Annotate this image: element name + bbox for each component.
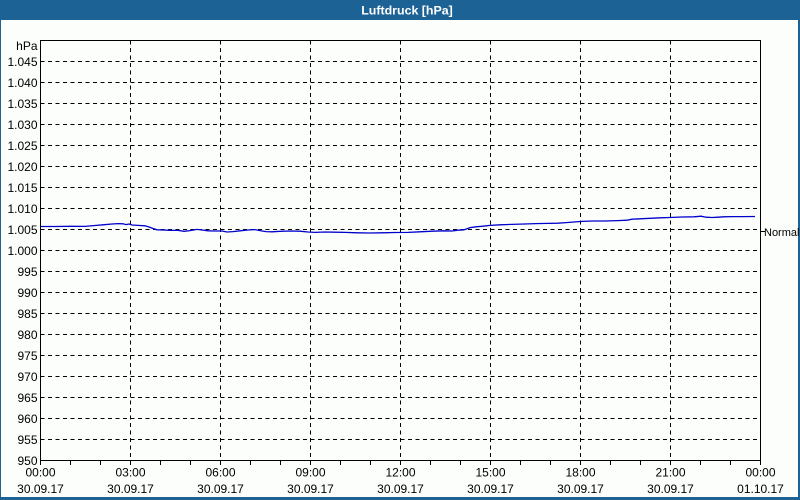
- svg-text:30.09.17: 30.09.17: [17, 482, 64, 496]
- svg-text:1.035: 1.035: [7, 97, 37, 111]
- svg-text:30.09.17: 30.09.17: [287, 482, 334, 496]
- svg-text:12:00: 12:00: [385, 466, 415, 480]
- svg-text:965: 965: [17, 391, 37, 405]
- svg-text:995: 995: [17, 265, 37, 279]
- svg-text:00:00: 00:00: [25, 466, 55, 480]
- svg-text:30.09.17: 30.09.17: [647, 482, 694, 496]
- svg-text:15:00: 15:00: [475, 466, 505, 480]
- svg-text:Normal: Normal: [764, 227, 799, 239]
- svg-text:hPa: hPa: [16, 39, 38, 53]
- svg-text:30.09.17: 30.09.17: [557, 482, 604, 496]
- svg-text:960: 960: [17, 412, 37, 426]
- svg-text:30.09.17: 30.09.17: [197, 482, 244, 496]
- svg-text:1.020: 1.020: [7, 160, 37, 174]
- svg-text:30.09.17: 30.09.17: [467, 482, 514, 496]
- svg-text:01.10.17: 01.10.17: [737, 482, 784, 496]
- svg-text:950: 950: [17, 454, 37, 468]
- svg-text:21:00: 21:00: [655, 466, 685, 480]
- svg-text:1.015: 1.015: [7, 181, 37, 195]
- svg-text:1.045: 1.045: [7, 55, 37, 69]
- svg-text:30.09.17: 30.09.17: [377, 482, 424, 496]
- svg-text:990: 990: [17, 286, 37, 300]
- svg-text:1.040: 1.040: [7, 76, 37, 90]
- svg-text:18:00: 18:00: [565, 466, 595, 480]
- svg-text:1.025: 1.025: [7, 139, 37, 153]
- svg-text:06:00: 06:00: [205, 466, 235, 480]
- svg-text:1.030: 1.030: [7, 118, 37, 132]
- svg-text:1.010: 1.010: [7, 202, 37, 216]
- svg-text:03:00: 03:00: [115, 466, 145, 480]
- svg-text:1.005: 1.005: [7, 223, 37, 237]
- svg-text:09:00: 09:00: [295, 466, 325, 480]
- svg-text:975: 975: [17, 349, 37, 363]
- svg-text:00:00: 00:00: [745, 466, 775, 480]
- svg-text:Luftdruck [hPa]: Luftdruck [hPa]: [361, 4, 453, 18]
- svg-text:1.000: 1.000: [7, 244, 37, 258]
- svg-text:980: 980: [17, 328, 37, 342]
- svg-text:30.09.17: 30.09.17: [107, 482, 154, 496]
- svg-text:955: 955: [17, 433, 37, 447]
- svg-text:970: 970: [17, 370, 37, 384]
- svg-text:985: 985: [17, 307, 37, 321]
